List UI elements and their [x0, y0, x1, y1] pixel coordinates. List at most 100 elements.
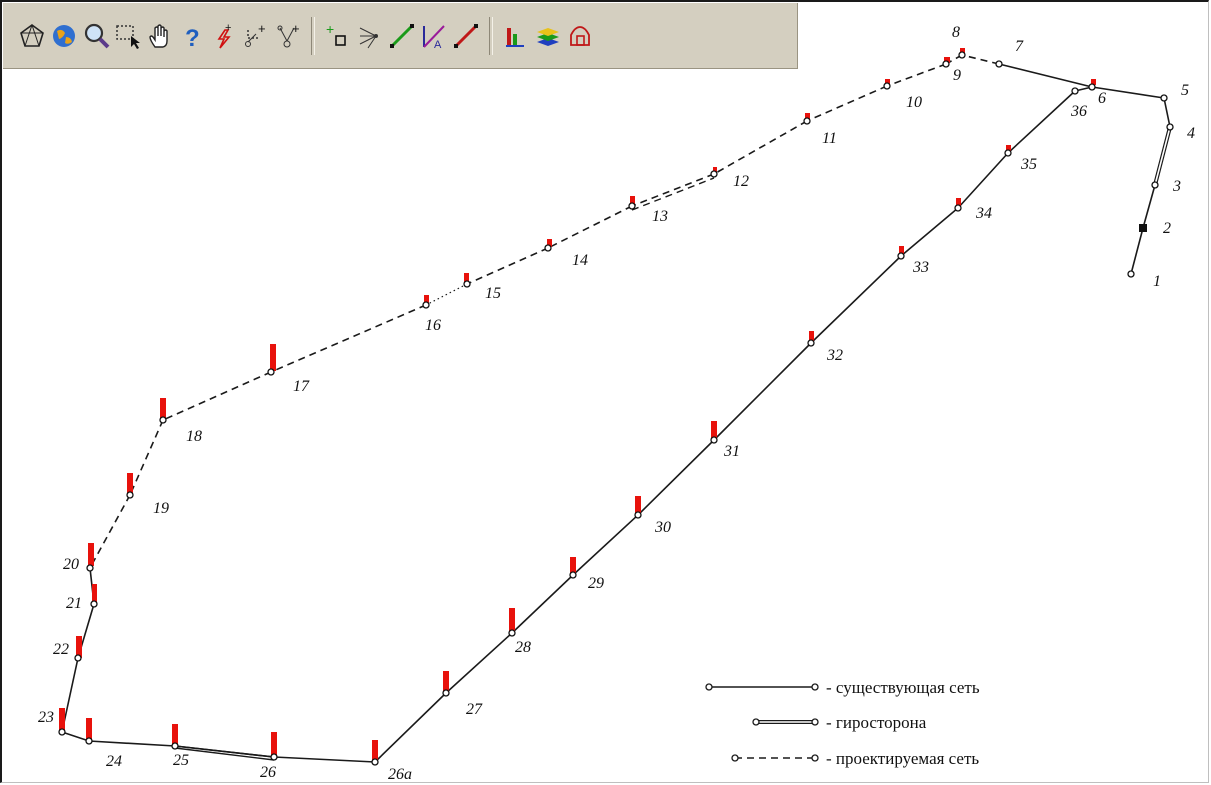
projected-segment [631, 177, 715, 211]
toolbar-button-select-rectangle[interactable] [113, 19, 143, 53]
projected-segment [129, 419, 164, 496]
angle-measure-icon: A [423, 24, 445, 50]
station-point[interactable] [807, 339, 815, 347]
add-branch-icon: + [277, 22, 300, 47]
station-point[interactable] [544, 244, 552, 252]
station-point[interactable] [803, 117, 811, 125]
station-point[interactable] [1004, 149, 1012, 157]
station-point[interactable] [1071, 87, 1079, 95]
station-point[interactable] [508, 629, 516, 637]
station-point[interactable] [1151, 181, 1159, 189]
station-point[interactable] [422, 301, 430, 309]
toolbar-button-angle-measure[interactable]: A [419, 19, 449, 53]
error-marker [635, 496, 641, 514]
projected-segment [89, 494, 131, 569]
station-point[interactable] [371, 758, 379, 766]
station-point[interactable] [267, 368, 275, 376]
station-point[interactable] [171, 742, 179, 750]
station-point[interactable] [1088, 83, 1096, 91]
point-label: 2 [1163, 220, 1171, 237]
point-label: 9 [953, 67, 961, 84]
existing-segment [61, 731, 90, 742]
existing-segment [1091, 86, 1165, 99]
station-point[interactable] [954, 204, 962, 212]
station-point[interactable] [85, 737, 93, 745]
point-label: 1 [1153, 273, 1161, 290]
station-point[interactable] [569, 571, 577, 579]
toolbar-button-add-branch[interactable]: + [273, 19, 303, 53]
toolbar-button-house-shape[interactable] [565, 19, 595, 53]
toolbar-button-draw-line-red[interactable] [451, 19, 481, 53]
svg-text:A: A [434, 39, 442, 50]
station-point[interactable] [710, 170, 718, 178]
station-point[interactable] [958, 51, 966, 59]
toolbar-button-add-angle[interactable]: + [241, 19, 271, 53]
error-marker [1006, 145, 1011, 152]
projected-segment [270, 304, 427, 373]
projected-segment [547, 205, 633, 249]
projected-segment [713, 120, 808, 175]
legend-existing-label: - существующая сеть [826, 678, 980, 697]
point-label: 13 [652, 208, 668, 225]
toolbar-button-globe[interactable] [49, 19, 79, 53]
station-point-filled[interactable] [1139, 224, 1147, 232]
error-marker [270, 344, 276, 371]
toolbar-button-help-question[interactable]: ? [177, 19, 207, 53]
station-point[interactable] [628, 202, 636, 210]
pan-hand-icon [149, 23, 168, 48]
toolbar-button-layers[interactable] [533, 19, 563, 53]
station-point[interactable] [942, 60, 950, 68]
station-point[interactable] [1160, 94, 1168, 102]
bar-chart-icon [506, 27, 524, 47]
existing-segment [445, 632, 513, 694]
station-point[interactable] [442, 689, 450, 697]
station-point[interactable] [58, 728, 66, 736]
station-point[interactable] [159, 416, 167, 424]
station-point[interactable] [270, 753, 278, 761]
network-lines [61, 54, 1172, 763]
point-label: 17 [293, 378, 310, 395]
toolbar-button-directions[interactable] [355, 19, 385, 53]
toolbar-button-magnifier[interactable] [81, 19, 111, 53]
error-marker [76, 636, 82, 658]
toolbar-button-network-pentagon[interactable] [17, 19, 47, 53]
existing-segment [273, 756, 376, 763]
help-question-icon: ? [185, 25, 200, 50]
station-point[interactable] [463, 280, 471, 288]
station-point[interactable] [90, 600, 98, 608]
add-lightning-icon: + [217, 22, 231, 49]
existing-segment [511, 574, 574, 634]
svg-text:+: + [225, 22, 231, 34]
toolbar-button-pan-hand[interactable] [145, 19, 175, 53]
error-marker [570, 557, 576, 575]
station-point[interactable] [995, 60, 1003, 68]
station-point[interactable] [710, 436, 718, 444]
error-marker [711, 421, 717, 440]
toolbar-button-add-point[interactable]: + [323, 19, 353, 53]
existing-segment [1163, 97, 1171, 128]
station-point[interactable] [1127, 270, 1135, 278]
station-point[interactable] [897, 252, 905, 260]
station-point[interactable] [126, 491, 134, 499]
map-toolbar: ? + + + + A [3, 3, 798, 69]
error-marker [88, 543, 94, 566]
toolbar-button-draw-line-green[interactable] [387, 19, 417, 53]
point-label: 25 [173, 752, 189, 769]
point-label: 26а [388, 766, 412, 783]
toolbar-button-bar-chart[interactable] [501, 19, 531, 53]
error-marker [547, 239, 552, 247]
error-marker [1091, 79, 1096, 85]
station-point[interactable] [86, 564, 94, 572]
existing-segment [900, 207, 959, 257]
projected-segment [466, 247, 549, 285]
existing-segment [810, 255, 902, 344]
station-point[interactable] [1166, 123, 1174, 131]
point-label: 14 [572, 252, 588, 269]
station-point[interactable] [634, 511, 642, 519]
station-point[interactable] [883, 82, 891, 90]
toolbar-button-add-lightning[interactable]: + [209, 19, 239, 53]
station-point[interactable] [74, 654, 82, 662]
